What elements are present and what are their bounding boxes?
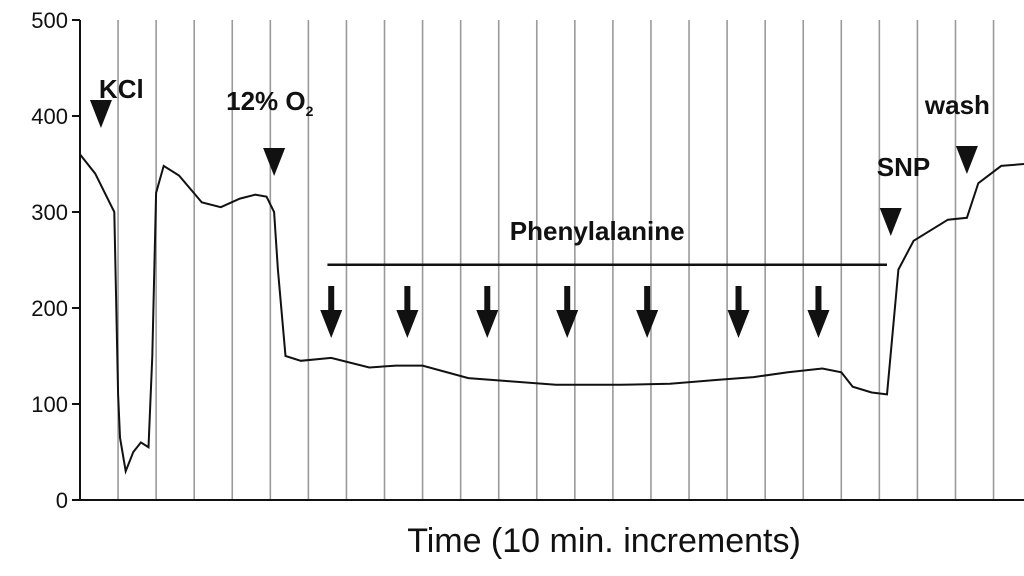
- y-ticks: 0 100 200 300 400 500: [31, 8, 80, 513]
- phenylalanine-arrow: [476, 286, 499, 338]
- y-tick-label: 0: [56, 488, 68, 513]
- phenylalanine-label: Phenylalanine: [510, 216, 685, 246]
- y-tick-label: 100: [31, 392, 68, 417]
- annotation-label: 12% O2: [226, 86, 314, 119]
- y-tick-label: 300: [31, 200, 68, 225]
- annotation-marker: [879, 208, 902, 236]
- phenylalanine-arrow: [396, 286, 419, 338]
- phenylalanine-arrow: [320, 286, 343, 338]
- annotation-label: SNP: [877, 152, 930, 182]
- annotation-marker: [263, 148, 286, 176]
- y-tick-label: 500: [31, 8, 68, 33]
- annotation-label: wash: [924, 90, 990, 120]
- annotation-label: KCl: [99, 74, 144, 104]
- y-tick-label: 400: [31, 104, 68, 129]
- annotation-marker: [955, 146, 978, 174]
- vertical-gridlines: [117, 20, 995, 500]
- phenylalanine-arrow: [636, 286, 659, 338]
- phenylalanine-arrow: [727, 286, 750, 338]
- annotation-marker: [89, 100, 112, 128]
- phenylalanine-arrow: [807, 286, 830, 338]
- phenylalanine-arrow: [556, 286, 579, 338]
- annotations: KCl 12% O2 SNP wash Phenylalanine: [89, 74, 990, 338]
- data-series-line: [79, 153, 1024, 475]
- x-axis-title: Time (10 min. increments): [407, 522, 801, 560]
- y-tick-label: 200: [31, 296, 68, 321]
